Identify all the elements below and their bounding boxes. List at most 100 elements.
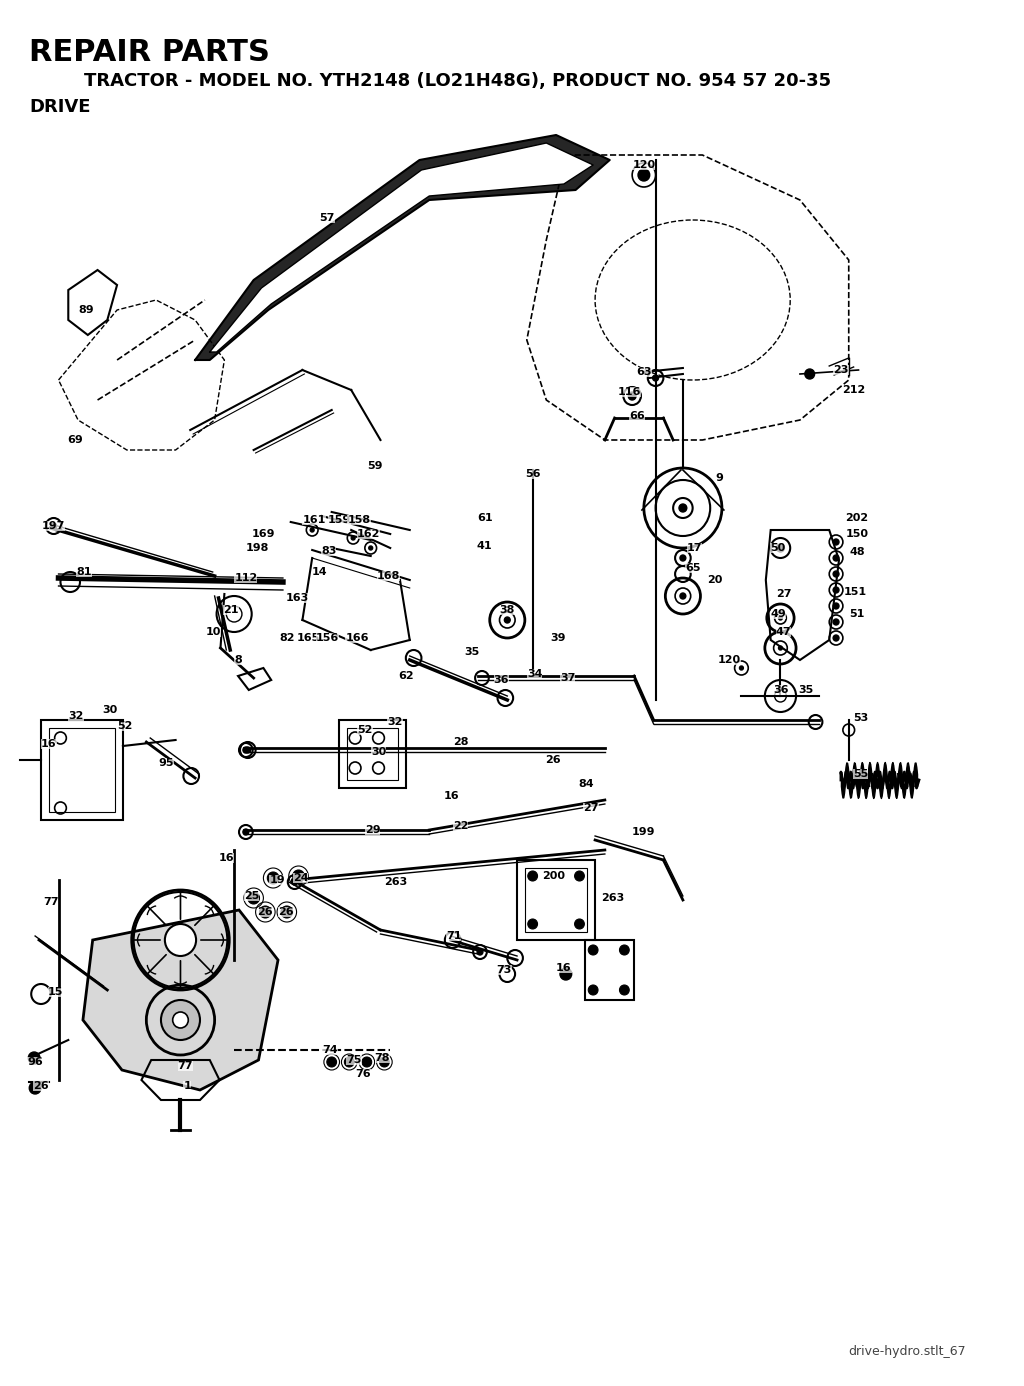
Text: 15: 15 <box>48 987 63 997</box>
Circle shape <box>652 376 658 381</box>
Text: 10: 10 <box>206 626 221 638</box>
Text: 162: 162 <box>357 529 381 539</box>
Text: 59: 59 <box>367 462 382 471</box>
Text: 112: 112 <box>234 572 257 584</box>
Circle shape <box>267 872 279 884</box>
Polygon shape <box>196 134 609 360</box>
Text: 169: 169 <box>252 529 275 539</box>
Polygon shape <box>83 911 279 1089</box>
Circle shape <box>380 1058 389 1067</box>
Text: 57: 57 <box>319 213 335 223</box>
Text: 69: 69 <box>68 435 83 445</box>
Text: 212: 212 <box>842 385 865 395</box>
Circle shape <box>834 588 839 593</box>
Circle shape <box>351 536 355 541</box>
Text: 82: 82 <box>280 633 295 643</box>
Circle shape <box>505 617 510 622</box>
Text: 25: 25 <box>244 891 259 901</box>
Text: 50: 50 <box>770 543 785 553</box>
FancyArrowPatch shape <box>147 906 166 926</box>
Text: 61: 61 <box>477 513 493 523</box>
Text: TRACTOR - MODEL NO. YTH2148 (LO21H48G), PRODUCT NO. 954 57 20-35: TRACTOR - MODEL NO. YTH2148 (LO21H48G), … <box>58 72 830 90</box>
Bar <box>340 719 406 789</box>
Circle shape <box>560 967 571 980</box>
Text: 166: 166 <box>345 633 369 643</box>
Circle shape <box>161 1001 200 1040</box>
Circle shape <box>834 539 839 545</box>
Text: 116: 116 <box>617 387 641 396</box>
Text: 76: 76 <box>355 1069 371 1078</box>
Text: 26: 26 <box>33 1081 49 1091</box>
Text: 56: 56 <box>525 468 541 480</box>
Text: 75: 75 <box>346 1055 361 1064</box>
Circle shape <box>739 667 743 669</box>
Text: 263: 263 <box>601 893 625 904</box>
Circle shape <box>620 985 629 995</box>
FancyArrowPatch shape <box>195 955 213 973</box>
Text: 51: 51 <box>849 608 864 620</box>
Polygon shape <box>210 143 593 352</box>
Text: 35: 35 <box>465 647 480 657</box>
Circle shape <box>173 1012 188 1028</box>
Text: 28: 28 <box>453 737 468 747</box>
Text: 16: 16 <box>556 963 571 973</box>
Circle shape <box>248 893 259 904</box>
Text: 32: 32 <box>387 717 402 728</box>
Text: 83: 83 <box>322 546 337 556</box>
Text: 29: 29 <box>365 825 381 834</box>
Text: 16: 16 <box>41 739 56 748</box>
Text: 17: 17 <box>687 543 702 553</box>
Circle shape <box>620 945 629 955</box>
Circle shape <box>51 523 56 529</box>
Text: 71: 71 <box>445 931 462 941</box>
Text: 120: 120 <box>632 159 655 170</box>
Text: 20: 20 <box>708 575 723 585</box>
Circle shape <box>243 829 249 834</box>
Text: 159: 159 <box>328 516 351 525</box>
Text: 95: 95 <box>158 758 174 768</box>
FancyArrowPatch shape <box>195 906 213 926</box>
Bar <box>517 859 595 940</box>
Circle shape <box>29 1052 40 1064</box>
Bar <box>49 728 115 812</box>
Circle shape <box>834 571 839 577</box>
Text: 52: 52 <box>117 721 132 730</box>
Circle shape <box>527 919 538 929</box>
Text: 158: 158 <box>347 516 371 525</box>
Text: 150: 150 <box>846 529 869 539</box>
Circle shape <box>834 603 839 608</box>
Circle shape <box>834 554 839 561</box>
Text: 34: 34 <box>527 669 543 679</box>
Text: 77: 77 <box>43 897 58 906</box>
Text: 24: 24 <box>293 873 308 883</box>
Text: 263: 263 <box>384 877 408 887</box>
Text: 38: 38 <box>500 606 515 615</box>
Circle shape <box>834 635 839 640</box>
Text: 163: 163 <box>286 593 309 603</box>
Text: 16: 16 <box>443 791 460 801</box>
Text: 165: 165 <box>297 633 319 643</box>
Text: 1: 1 <box>183 1081 191 1091</box>
Circle shape <box>361 1058 372 1067</box>
Text: 26: 26 <box>279 906 294 918</box>
Circle shape <box>293 870 304 881</box>
Bar <box>586 940 634 1001</box>
Text: 198: 198 <box>246 543 269 553</box>
Text: 26: 26 <box>546 755 561 765</box>
Circle shape <box>477 949 483 955</box>
Text: 36: 36 <box>774 685 790 694</box>
Text: 53: 53 <box>853 712 868 723</box>
Text: 49: 49 <box>771 608 786 620</box>
Text: REPAIR PARTS: REPAIR PARTS <box>30 37 270 67</box>
Text: 47: 47 <box>775 626 792 638</box>
Circle shape <box>527 870 538 881</box>
Circle shape <box>778 646 782 650</box>
Text: 52: 52 <box>357 725 373 735</box>
Text: 65: 65 <box>685 563 700 572</box>
Text: 22: 22 <box>453 821 468 832</box>
Text: 30: 30 <box>371 747 386 757</box>
Text: 55: 55 <box>853 769 868 779</box>
Circle shape <box>679 505 687 511</box>
Text: 19: 19 <box>269 875 285 886</box>
Bar <box>41 719 123 821</box>
